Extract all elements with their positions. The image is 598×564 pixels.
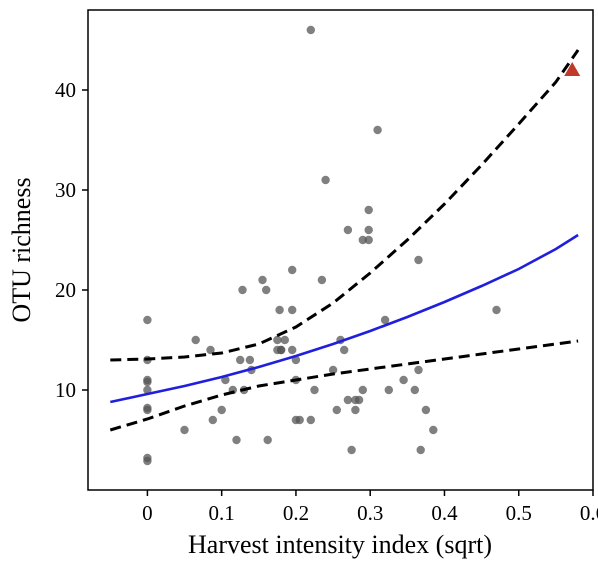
data-point [332, 405, 341, 415]
data-point [492, 305, 501, 315]
data-point [343, 395, 353, 405]
data-point [280, 335, 289, 345]
data-point [143, 385, 152, 395]
data-point [373, 125, 382, 135]
y-tick-label: 40 [55, 78, 76, 102]
data-point [354, 395, 364, 405]
x-tick-label: 0.1 [209, 501, 235, 525]
x-tick-label: 0.2 [283, 501, 309, 525]
data-point [217, 405, 226, 415]
fitted-line [110, 233, 579, 404]
data-point [232, 435, 241, 445]
data-point [358, 235, 367, 245]
data-point [414, 255, 423, 265]
x-tick-label: 0.4 [431, 501, 458, 525]
data-point [236, 355, 245, 365]
data-point [262, 285, 271, 295]
data-point [328, 365, 338, 375]
data-point [245, 355, 255, 365]
axes: 0 0.1 0.2 0.3 0.4 0.5 0.6 10 20 30 40 [55, 78, 598, 525]
data-point [317, 275, 327, 285]
data-point [295, 415, 304, 425]
data-point [306, 25, 315, 35]
data-point [143, 315, 152, 325]
data-point [364, 225, 373, 235]
highlight-triangle-point [564, 62, 581, 76]
data-point [276, 345, 286, 355]
data-point [347, 445, 356, 455]
data-point [364, 205, 373, 215]
data-point [288, 305, 297, 315]
data-point [421, 405, 431, 415]
data-point [306, 415, 315, 425]
data-point [206, 345, 215, 355]
data-point [340, 345, 349, 355]
x-tick-label: 0.3 [357, 501, 383, 525]
confidence-band-line [110, 49, 580, 362]
data-point [273, 335, 282, 345]
data-point [321, 175, 330, 185]
confidence-band-line [109, 339, 579, 432]
data-point [416, 445, 425, 455]
data-point [143, 377, 152, 387]
x-tick-label: 0 [142, 501, 153, 525]
data-point [351, 405, 360, 415]
data-point [358, 385, 367, 395]
plot-area [109, 25, 581, 466]
plot-frame [87, 9, 594, 491]
y-tick-label: 30 [55, 178, 76, 202]
x-tick-label: 0.5 [506, 501, 532, 525]
data-point [143, 405, 152, 415]
data-point [275, 305, 284, 315]
data-point [343, 225, 353, 235]
data-point [238, 285, 247, 295]
data-point [399, 375, 408, 385]
x-axis-title: Harvest intensity index (sqrt) [188, 530, 492, 559]
data-point [384, 385, 393, 395]
x-tick-label: 0.6 [580, 501, 598, 525]
data-point [263, 435, 272, 445]
data-point [180, 425, 189, 435]
data-point [208, 415, 217, 425]
data-point [429, 425, 438, 435]
data-point [380, 315, 390, 325]
data-point [258, 275, 267, 285]
data-point [288, 345, 297, 355]
y-tick-label: 10 [55, 378, 76, 402]
data-point [410, 385, 419, 395]
y-axis-title: OTU richness [7, 177, 36, 322]
data-point [310, 385, 319, 395]
data-point [414, 365, 423, 375]
data-point [364, 235, 373, 245]
data-point [191, 335, 200, 345]
data-point [143, 456, 152, 466]
data-point [288, 265, 297, 275]
y-tick-label: 20 [55, 278, 76, 302]
